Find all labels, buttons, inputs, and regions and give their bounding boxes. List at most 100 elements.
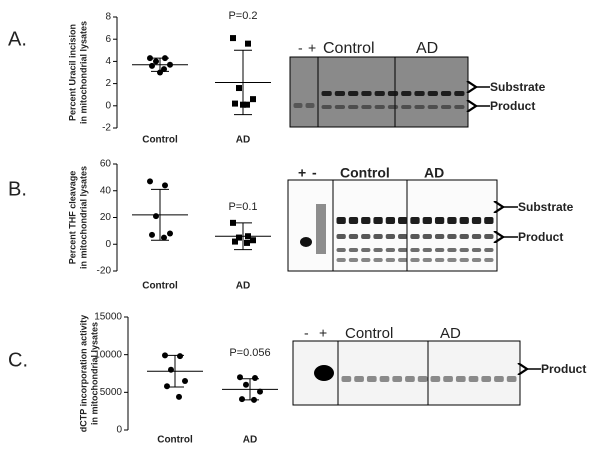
gel-band [314,365,334,381]
gel-band [440,105,452,109]
gel-band [494,376,504,382]
gel-band [434,234,445,239]
data-point [147,55,153,62]
gel-band [410,234,420,239]
gel-band [422,217,432,224]
data-point [157,69,163,76]
x-tick-label: Control [157,435,193,446]
band-label: Product [490,99,535,113]
data-point [177,353,183,360]
lane-label: + [319,325,327,341]
data-point [250,237,256,244]
gel-band [385,248,396,252]
gel-band [373,258,383,262]
gel-band [471,217,482,224]
lane-label: - [312,165,317,181]
gel-band [387,91,399,96]
data-point [239,396,245,403]
y-tick-label: -20 [97,266,112,277]
data-point [162,352,168,359]
band-label: Product [518,230,563,244]
y-tick-label: 2 [105,78,111,89]
lane-label: Control [340,165,390,181]
gel-band [414,91,425,96]
gel-band [361,248,371,252]
x-tick-label: AD [236,135,250,146]
gel-band [374,91,385,96]
y-tick-label: 0 [105,100,111,111]
annotation: P=0.056 [229,347,270,359]
gel-band [354,376,364,382]
gel-band [484,217,494,224]
panel-label: A. [8,28,27,50]
gel-band [374,105,385,109]
gel-band [434,258,445,262]
panel-label: B. [8,178,27,200]
gel-band [405,376,415,382]
data-point [252,375,258,382]
gel-band [410,217,420,224]
lane-label: + [308,40,316,56]
lane-label: AD [424,165,444,181]
data-point [232,238,238,245]
gel-band [468,376,479,382]
gel-band [454,91,465,96]
gel-band [430,376,441,382]
data-point [250,96,256,103]
gel-band [348,91,359,96]
gel-band [361,258,371,262]
y-tick-label: 60 [100,159,112,170]
y-tick-label: 10000 [94,349,122,360]
data-point [153,58,159,65]
data-point [164,383,170,390]
y-axis-label: in mitochondrial lysates [89,322,99,425]
gel-band [427,91,438,96]
y-tick-label: -2 [102,123,111,134]
gel-band [471,248,482,252]
gel-band [455,376,466,382]
gel-band [401,105,412,109]
gel-band [361,217,371,224]
gel-band [300,237,312,247]
gel-band [506,376,517,382]
gel-band [341,376,352,382]
data-point [244,101,250,108]
gel-band [373,248,383,252]
data-point [245,40,251,47]
gel-band [422,234,432,239]
gel-band [459,258,469,262]
data-point [236,234,242,241]
lane-label: - [298,40,303,56]
data-point [244,239,250,246]
lane-label: AD [416,40,438,57]
gel-band [334,91,346,96]
data-point [240,101,246,108]
gel-band [336,258,346,262]
gel-band [366,376,377,382]
y-tick-label: 0 [116,425,122,436]
gel-band [348,258,359,262]
data-point [245,233,251,240]
gel-band [336,234,346,239]
gel-band [484,248,494,252]
gel-band [387,105,399,109]
gel-band [422,258,432,262]
y-axis-label: Percent THF cleavage [67,171,77,265]
x-tick-label: Control [142,135,178,146]
gel-band [484,258,494,262]
gel-band [443,376,453,382]
gel-band [385,217,396,224]
y-tick-label: 40 [100,185,112,196]
gel-band [373,217,383,224]
data-point [236,85,242,92]
gel-band [447,234,457,239]
data-point [182,378,188,385]
gel-band [385,234,396,239]
gel-band [379,376,390,382]
gel-band [440,91,452,96]
data-point [251,396,257,403]
gel-band [385,258,396,262]
gel-band [293,103,303,108]
data-point [176,393,182,400]
